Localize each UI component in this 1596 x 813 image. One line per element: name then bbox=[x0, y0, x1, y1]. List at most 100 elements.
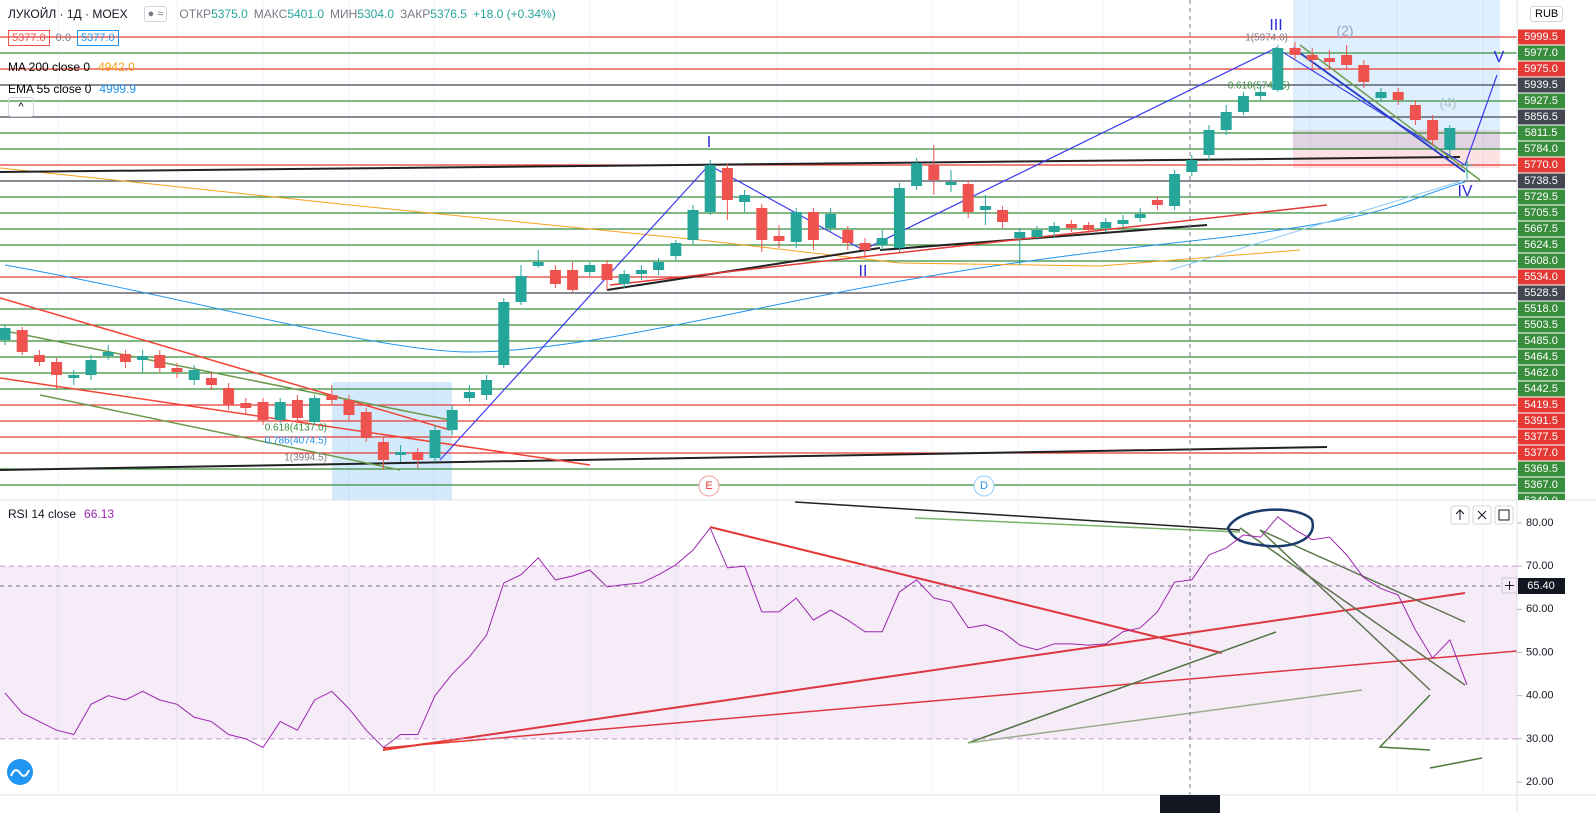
ohlc-value: 5304.0 bbox=[357, 7, 395, 21]
ohlc-item: ЗАКР5376.5 bbox=[400, 7, 467, 21]
candle-body bbox=[16, 330, 28, 352]
candle-body bbox=[1358, 65, 1370, 82]
indicator-name: EMA 55 close 0 bbox=[8, 82, 92, 96]
candle-body bbox=[257, 402, 269, 420]
candle-body bbox=[1186, 160, 1198, 172]
price-axis: 5999.5 5977.0 5975.0 5939.5 5927.5 5856.5 5811… bbox=[1518, 29, 1565, 507]
candle-body bbox=[790, 212, 802, 242]
candle-body bbox=[188, 370, 200, 380]
candle-body bbox=[1323, 58, 1335, 62]
wave-label: V bbox=[1494, 49, 1505, 66]
price-label: 5349.0 bbox=[1524, 495, 1558, 507]
indicator-value: 4942.0 bbox=[98, 60, 135, 74]
annotations: I II III IV V (2) (4) E D 1(5974.0) 0.61… bbox=[265, 17, 1505, 497]
candle-body bbox=[33, 355, 45, 362]
header: ЛУКОЙЛ · 1Д · MOEX ● ≈ ОТКР5375.0 МАКС540… bbox=[8, 6, 556, 22]
candle-body bbox=[928, 165, 940, 180]
price-label: 5503.5 bbox=[1524, 319, 1558, 331]
candle-body bbox=[1375, 92, 1387, 98]
price-badges: 5377.0 0.0 5377.0 bbox=[8, 30, 119, 46]
logo-icon bbox=[10, 769, 30, 777]
spread: 0.0 bbox=[55, 32, 71, 44]
candle-body bbox=[945, 182, 957, 185]
ask-badge: 5377.0 bbox=[76, 30, 119, 46]
price-label: 5939.5 bbox=[1524, 79, 1558, 91]
price-label-bg bbox=[1518, 189, 1565, 205]
price-label: 5377.5 bbox=[1524, 431, 1558, 443]
candle-body bbox=[1151, 200, 1163, 205]
candle-body bbox=[85, 360, 97, 375]
candle-body bbox=[1306, 55, 1318, 60]
candle-body bbox=[1117, 220, 1129, 224]
candle-body bbox=[1169, 174, 1181, 206]
price-label: 5975.0 bbox=[1524, 63, 1558, 75]
wave-label: (4) bbox=[1439, 95, 1456, 111]
price-label: 5485.0 bbox=[1524, 335, 1558, 347]
candle-body bbox=[498, 302, 510, 365]
pane-buttons[interactable] bbox=[1450, 505, 1518, 594]
price-label-bg bbox=[1518, 285, 1565, 301]
candle-body bbox=[739, 195, 751, 202]
rsi-drawings bbox=[382, 501, 1518, 769]
candle-body bbox=[584, 265, 596, 272]
candle-body bbox=[567, 270, 579, 290]
price-label-bg bbox=[1518, 29, 1565, 45]
bid-badge: 5377.0 bbox=[8, 30, 50, 46]
candle-body bbox=[670, 243, 682, 256]
collapse-button[interactable]: ^ bbox=[8, 97, 34, 117]
candle-body bbox=[997, 210, 1009, 222]
price-label-bg bbox=[1518, 157, 1565, 173]
compare-button[interactable]: ● ≈ bbox=[143, 6, 168, 22]
candle-body bbox=[1203, 130, 1215, 155]
currency[interactable]: RUB bbox=[1530, 6, 1564, 22]
candle-body bbox=[377, 442, 389, 460]
ohlc-label: ОТКР bbox=[179, 7, 212, 21]
price-label-bg bbox=[1518, 445, 1565, 461]
price-label-bg bbox=[1518, 365, 1565, 381]
ohlc-label: МАКС bbox=[253, 7, 288, 21]
marker-label: E bbox=[705, 480, 712, 492]
price-label: 5528.5 bbox=[1524, 287, 1558, 299]
price-label-bg bbox=[1518, 205, 1565, 221]
candle-body bbox=[1014, 232, 1026, 238]
candle-body bbox=[291, 400, 303, 418]
indicator: MA 200 close 0 4942.0 bbox=[8, 56, 136, 78]
price-label-bg bbox=[1518, 397, 1565, 413]
candle-body bbox=[687, 210, 699, 240]
price-label: 5391.5 bbox=[1524, 415, 1558, 427]
candle-body bbox=[205, 378, 217, 385]
candle-body bbox=[326, 395, 338, 400]
price-label: 5377.0 bbox=[1524, 447, 1558, 459]
price-label-bg bbox=[1518, 381, 1565, 397]
price-label-bg bbox=[1518, 301, 1565, 317]
candle-body bbox=[0, 328, 11, 340]
rsi-title: RSI 14 close bbox=[8, 507, 77, 521]
fib-label: 1(5974.0) bbox=[1245, 33, 1288, 44]
price-label-bg bbox=[1518, 109, 1565, 125]
wave-label: II bbox=[859, 263, 868, 280]
price-label: 5369.5 bbox=[1524, 463, 1558, 475]
ohlc-item: МИН5304.0 bbox=[330, 7, 394, 21]
candle-body bbox=[635, 270, 647, 274]
candle-body bbox=[532, 262, 544, 266]
candle-body bbox=[1427, 120, 1439, 140]
price-label: 5442.5 bbox=[1524, 383, 1558, 395]
symbol-title: ЛУКОЙЛ · 1Д · MOEX bbox=[8, 7, 128, 21]
candle-body bbox=[1392, 92, 1404, 100]
candle-body bbox=[446, 410, 458, 430]
price-label-bg bbox=[1518, 237, 1565, 253]
ohlc-item: МАКС5401.0 bbox=[254, 7, 324, 21]
indicators: MA 200 close 0 4942.0 EMA 55 close 0 4999.9 bbox=[8, 56, 136, 100]
maximize-button[interactable] bbox=[1494, 505, 1514, 525]
rsi-line bbox=[4, 516, 1468, 749]
candle-body bbox=[1461, 164, 1473, 166]
fib-zone bbox=[1293, 0, 1500, 150]
candle-body bbox=[876, 238, 888, 245]
candle-body bbox=[223, 388, 235, 405]
fib-label: 1(3994.5) bbox=[284, 453, 327, 464]
candle-body bbox=[859, 243, 871, 250]
drawings bbox=[0, 44, 1498, 471]
candle-body bbox=[1100, 222, 1112, 228]
wave-label: IV bbox=[1457, 183, 1472, 200]
